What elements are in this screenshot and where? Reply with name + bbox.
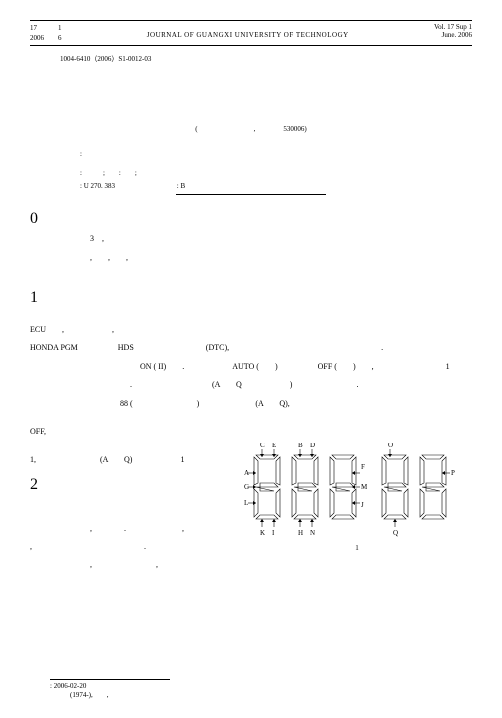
para-1f: OFF, xyxy=(30,425,472,439)
section-0-heading: 0 xyxy=(30,210,472,228)
title-rule xyxy=(176,194,326,195)
keywords-sep: ; : ; xyxy=(103,169,137,177)
figure-caption: 1 xyxy=(242,544,472,552)
svg-text:D: D xyxy=(310,443,315,449)
header-right: Vol. 17 Sup 1 June. 2006 xyxy=(434,23,472,43)
keywords-line: : ; : ; xyxy=(80,168,472,178)
svg-text:G: G xyxy=(244,483,249,491)
para-1a: ECU , , xyxy=(30,323,472,337)
para-0b: , , , xyxy=(30,251,472,265)
article-id: 1004-6410（2006）S1-0012-03 xyxy=(60,54,472,64)
class-num: : U 270. 383 xyxy=(80,182,115,190)
doc-code: : B xyxy=(177,182,185,190)
svg-text:A: A xyxy=(244,469,249,477)
svg-text:F: F xyxy=(361,463,365,471)
footer-date: : 2006-02-20 xyxy=(50,682,170,690)
para-1b: HONDA PGM HDS (DTC), . xyxy=(30,341,472,355)
year: 2006 xyxy=(30,34,44,42)
svg-text:Q: Q xyxy=(393,529,398,537)
footer: : 2006-02-20 (1974-), , xyxy=(50,679,170,700)
affiliation: ( , 530006) xyxy=(30,124,472,134)
abstract-label: : xyxy=(80,150,82,158)
footer-author: (1974-), , xyxy=(50,690,170,700)
abstract-block: : xyxy=(80,149,442,160)
para-1e: 88 ( ) (A Q), xyxy=(30,397,472,411)
section-1-heading: 1 xyxy=(30,289,472,307)
svg-text:I: I xyxy=(272,529,275,537)
header-rule xyxy=(30,45,472,46)
para-0a: 3 , xyxy=(30,232,472,246)
svg-text:B: B xyxy=(298,443,303,449)
header-left: 17 1 2006 6 xyxy=(30,23,62,43)
vol-full: Vol. 17 Sup 1 xyxy=(434,23,472,31)
svg-text:N: N xyxy=(310,529,315,537)
para-1d: . (A Q ) . xyxy=(30,378,472,392)
figure-1: A L G C E B D O F M J xyxy=(242,443,472,552)
date-full: June. 2006 xyxy=(442,31,472,39)
svg-text:M: M xyxy=(361,483,368,491)
seven-segment-diagram: A L G C E B D O F M J xyxy=(242,443,472,538)
header-center: JOURNAL OF GUANGXI UNIVERSITY OF TECHNOL… xyxy=(62,23,435,43)
keywords-label: : xyxy=(80,169,82,177)
para-2c: , , xyxy=(30,558,472,572)
svg-text:P: P xyxy=(451,469,455,477)
page-header: 17 1 2006 6 JOURNAL OF GUANGXI UNIVERSIT… xyxy=(30,20,472,43)
svg-text:E: E xyxy=(272,443,276,449)
classification-line: : U 270. 383 : B xyxy=(80,182,472,190)
svg-text:K: K xyxy=(260,529,265,537)
svg-text:H: H xyxy=(298,529,303,537)
svg-text:L: L xyxy=(244,499,248,507)
journal-title: JOURNAL OF GUANGXI UNIVERSITY OF TECHNOL… xyxy=(147,31,349,39)
para-1c: ON ( II) . AUTO ( ) OFF ( ) , 1 xyxy=(30,360,472,374)
svg-text:J: J xyxy=(361,501,364,509)
vol-short: 17 xyxy=(30,24,37,32)
svg-text:O: O xyxy=(388,443,393,449)
svg-text:C: C xyxy=(260,443,265,449)
